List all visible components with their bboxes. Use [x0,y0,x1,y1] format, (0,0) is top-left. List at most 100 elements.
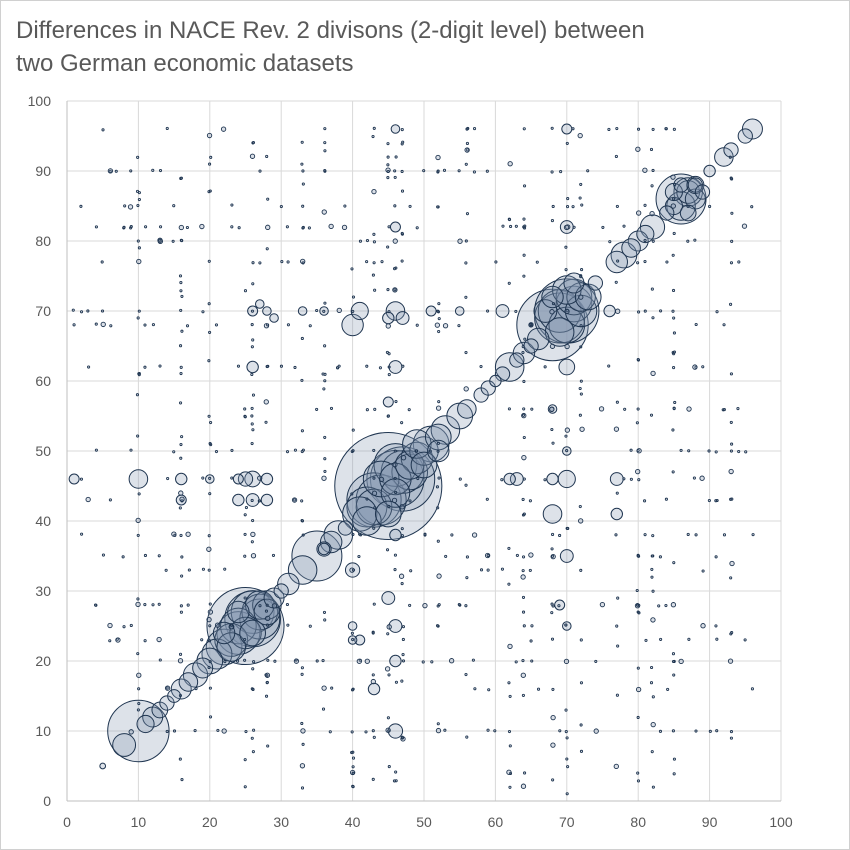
bubble [207,534,211,538]
bubble [514,224,518,228]
bubble [437,476,441,480]
bubble [300,519,305,523]
bubble [436,722,440,726]
y-tick-label: 50 [35,443,51,459]
bubble [137,701,141,706]
bubble [521,497,525,502]
bubble [578,386,582,391]
bubble [610,507,623,521]
bubble [400,527,404,531]
bubble [393,476,397,480]
bubble [543,365,547,369]
bubble [209,420,213,425]
bubble [394,680,398,684]
bubble [615,693,619,697]
bubble [207,639,212,643]
bubble [577,132,583,139]
bubble [391,497,398,503]
bubble [393,204,397,208]
bubble [737,260,741,264]
bubble [730,442,734,446]
bubble [316,541,332,557]
bubble [522,274,526,278]
bubble [435,727,442,734]
bubble [435,624,440,628]
bubble [263,399,269,405]
bubble [744,450,748,454]
bubble [386,142,390,146]
bubble [223,660,227,664]
bubble [655,173,707,225]
y-tick-label: 40 [35,513,51,529]
bubble [687,637,691,641]
bubble [730,239,734,243]
bubble [579,723,583,727]
bubble [427,439,450,463]
bubble [579,345,583,349]
bubble [68,473,80,485]
bubble [371,777,375,781]
bubble [221,728,227,734]
bubble [158,364,162,368]
bubble [373,288,377,292]
bubble [129,225,133,229]
bubble [136,533,140,537]
bubble [578,505,582,509]
bubble [494,260,498,264]
bubble [382,396,394,408]
bubble [565,141,569,145]
bubble [365,408,369,412]
bubble [170,678,192,700]
bubble [522,407,526,411]
bubble [551,554,555,558]
bubble [635,146,641,152]
bubble [566,765,570,769]
bubble [371,490,378,496]
bubble [317,542,331,556]
bubble [562,446,572,456]
y-tick-label: 0 [43,793,51,809]
bubble [262,306,272,316]
bubble [465,148,469,152]
bubble [171,239,175,243]
bubble [649,413,654,417]
bubble [701,569,705,573]
bubble [227,600,250,624]
bubble [514,660,518,664]
bubble [175,472,188,486]
bubble [209,155,213,159]
bubble [389,221,401,233]
bubble [237,226,241,230]
bubble [351,638,355,642]
bubble [722,533,727,537]
bubble [321,475,327,481]
bubble [528,552,534,558]
bubble [521,345,525,349]
bubble [230,203,234,207]
bubble [727,658,734,664]
bubble [180,329,184,333]
bubble [415,323,419,327]
bubble [436,604,440,608]
bubble [264,420,268,424]
bubble [260,493,274,507]
bubble [208,602,212,606]
bubble [614,533,618,537]
bubble [266,744,270,748]
bubble [135,601,141,608]
bubble [265,603,269,607]
bubble [564,434,568,438]
bubble [729,261,734,265]
bubble [321,209,327,215]
bubble [243,758,247,762]
bubble [258,604,262,608]
bubble [508,744,512,748]
bubble [615,400,619,404]
y-tick-label: 20 [35,653,51,669]
bubble [599,601,606,608]
bubble [323,520,354,550]
bubble [99,762,107,770]
bubble [122,625,126,629]
bubble [387,365,391,369]
bubble [100,321,106,328]
